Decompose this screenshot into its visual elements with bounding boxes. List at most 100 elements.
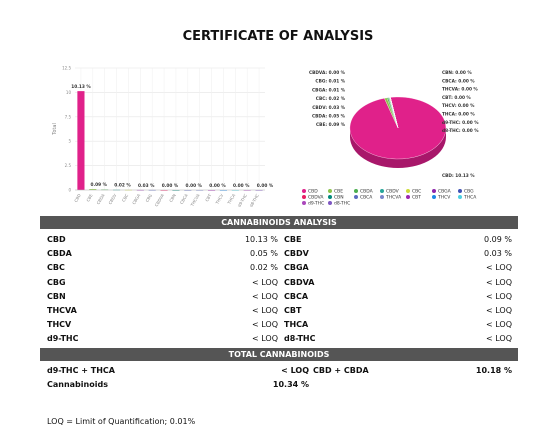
legend-label: THCVA (385, 195, 402, 201)
legend-label: CBE (334, 189, 343, 195)
pie-label: CBDA: 0.05 % (312, 114, 346, 120)
legend-label: CBDV (386, 189, 400, 195)
table-cell: < LOQ (251, 306, 278, 315)
pie-label: CBDVA: 0.00 % (309, 70, 346, 76)
legend-label: THCV (437, 195, 451, 201)
table-cell: d9-THC + THCA (47, 366, 115, 375)
legend-swatch (458, 189, 462, 193)
value-label: 0.00 % (257, 183, 274, 189)
table-cell: THCA (284, 320, 309, 330)
pie-label: CBE: 0.09 % (316, 122, 346, 128)
legend-swatch (354, 195, 358, 199)
value-label: 10.13 % (71, 84, 91, 90)
table-cell: 10.34 % (272, 380, 309, 390)
table-cell: Cannabinoids (47, 380, 108, 390)
pie-label: CBGA: 0.01 % (312, 87, 346, 93)
legend-label: CBD (308, 189, 318, 195)
legend-swatch (328, 189, 332, 193)
pie-label: CBDV: 0.03 % (312, 105, 345, 111)
y-tick-label: 5 (68, 139, 71, 144)
table-cell: 0.05 % (250, 249, 278, 259)
bar (89, 189, 97, 190)
x-tick-label: CBE (85, 193, 94, 203)
y-tick-label: 7.5 (65, 114, 72, 119)
table-cell: < LOQ (281, 366, 309, 375)
table-cell: < LOQ (251, 320, 278, 330)
legend-swatch (380, 189, 384, 193)
legend-swatch (458, 195, 462, 199)
pie-label: d9-THC: 0.00 % (442, 120, 479, 126)
table-cell: < LOQ (485, 306, 512, 315)
value-label: 0.00 % (162, 183, 179, 189)
legend-swatch (354, 189, 358, 193)
x-tick-label: d8-THC (248, 193, 260, 208)
pie-label: d8-THC: 0.00 % (442, 128, 479, 134)
table-cell: CBG (47, 277, 66, 287)
pie-side (350, 128, 446, 168)
table-cell: CBGA (284, 263, 309, 273)
legend-swatch (432, 195, 436, 199)
table-cell: 10.13 % (244, 235, 278, 244)
legend-label: CBDA (360, 189, 374, 195)
pie-label: CBG: 0.01 % (315, 79, 345, 85)
section-header: TOTAL CANNABINOIDS (40, 348, 518, 361)
table-cell: < LOQ (485, 291, 512, 301)
x-tick-label: THCA (226, 193, 236, 206)
legend-swatch (406, 195, 410, 199)
x-tick-label: CBD (73, 193, 82, 203)
value-label: 0.00 % (233, 183, 250, 189)
legend-label: CBCA (360, 195, 373, 201)
x-tick-label: CBCA (179, 193, 189, 205)
x-tick-label: CBC (121, 193, 130, 203)
table-cell: CBC (47, 263, 65, 273)
y-axis-label: Total (52, 123, 58, 136)
x-tick-label: THCV (214, 193, 224, 206)
legend-label: CBN (334, 195, 344, 201)
value-label: 0.03 % (138, 183, 155, 189)
legend-label: d8-THC (334, 201, 350, 207)
legend-swatch (432, 189, 436, 193)
table-cell: CBD (47, 235, 66, 244)
table-cell: < LOQ (251, 334, 278, 344)
x-tick-label: CBDVA (154, 193, 165, 208)
title: CERTIFICATE OF ANALYSIS (182, 29, 374, 44)
table-cell: THCV (47, 320, 72, 330)
table-cell: 0.02 % (250, 263, 278, 273)
table-cell: < LOQ (485, 263, 512, 273)
table-cell: CBT (284, 306, 302, 315)
table-cell: CBE (284, 235, 302, 244)
table-cell: < LOQ (485, 334, 512, 344)
section-header: CANNABINOIDS ANALYSIS (40, 216, 518, 229)
legend-label: CBDVA (308, 195, 324, 201)
y-tick-label: 12.5 (62, 66, 71, 71)
x-tick-label: CBGA (131, 193, 141, 206)
y-tick-label: 10 (66, 90, 72, 95)
table-cell: CBDVA (284, 277, 315, 287)
legend-label: CBC (412, 189, 421, 195)
pie-label: THCA: 0.00 % (442, 112, 475, 118)
legend-swatch (406, 189, 410, 193)
table-cell: < LOQ (485, 277, 512, 287)
legend-label: CBT (412, 195, 421, 201)
legend-swatch (302, 195, 306, 199)
legend-label: d9-THC (308, 201, 324, 207)
legend-swatch (328, 195, 332, 199)
pie-label: CBT: 0.00 % (442, 95, 471, 101)
pie-label: THCVA: 0.00 % (442, 87, 478, 93)
legend-label: THCA (463, 195, 477, 201)
value-label: 0.00 % (186, 183, 203, 189)
value-label: 0.09 % (91, 182, 108, 188)
footnote: LOQ = Limit of Quantification; 0.01% (47, 417, 196, 426)
y-tick-label: 2.5 (65, 163, 72, 168)
table-cell: < LOQ (251, 277, 278, 287)
value-label: 0.00 % (209, 183, 226, 189)
table-cell: d8-THC (284, 334, 316, 344)
pie-label: CBCA: 0.00 % (442, 78, 475, 84)
table-cell: 10.18 % (475, 366, 512, 375)
table-cell: < LOQ (485, 320, 512, 330)
pie-label: THCV: 0.00 % (442, 103, 475, 109)
table-cell: CBD + CBDA (313, 366, 369, 375)
table-cell: CBDV (284, 249, 309, 259)
